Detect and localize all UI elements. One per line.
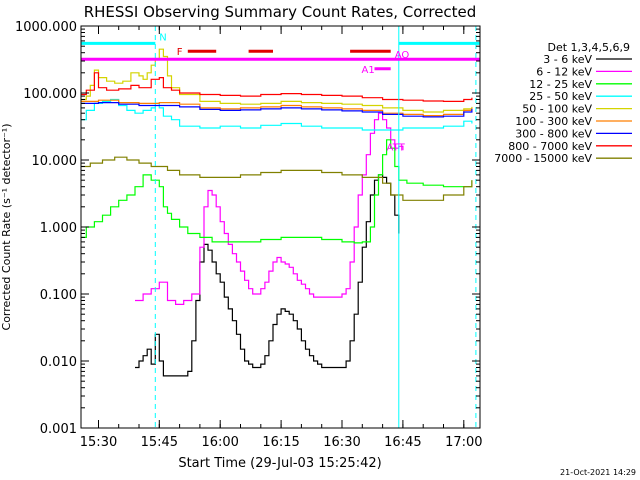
footer-date: 21-Oct-2021 14:29 — [560, 468, 636, 477]
legend-label-6-12-kev: 6 - 12 keV — [536, 65, 592, 78]
state-label-n: N — [159, 32, 166, 43]
legend-label-3-6-kev: 3 - 6 keV — [543, 53, 592, 66]
x-tick-label: 15:30 — [80, 435, 117, 450]
x-tick-label: 16:30 — [323, 435, 360, 450]
y-tick-label: 100.000 — [23, 87, 77, 102]
state-label-ao: AO — [395, 50, 410, 61]
series-line-12-25-kev — [81, 139, 473, 244]
state-bars: NF AO A1 ATT — [81, 32, 480, 153]
x-tick-label: 16:15 — [262, 435, 299, 450]
legend-label-800-7000-kev: 800 - 7000 keV — [508, 140, 592, 153]
legend-title: Det 1,3,4,5,6,9 — [547, 41, 630, 54]
x-tick-label: 15:45 — [141, 435, 178, 450]
series-line-3-6-kev — [135, 174, 400, 377]
y-axis-ticks: 0.001 0.010 0.100 1.000 10.000 100.000 1000.00… — [15, 20, 480, 437]
y-tick-label: 0.100 — [40, 288, 77, 303]
y-tick-label: 0.010 — [40, 355, 77, 370]
plot-frame — [80, 25, 481, 429]
legend-label-25-50-kev: 25 - 50 keV — [529, 90, 592, 103]
y-tick-label: 10.000 — [32, 154, 78, 169]
x-tick-label: 16:45 — [384, 435, 421, 450]
legend-label-300-800-kev: 300 - 800 keV — [515, 127, 592, 140]
state-label-a1: A1 — [362, 65, 375, 76]
legend-label-7000-15000-kev: 7000 - 15000 keV — [494, 152, 592, 165]
y-axis-label: Corrected Count Rate (s⁻¹ detector⁻¹) — [0, 124, 13, 331]
state-label-att: ATT — [387, 142, 406, 153]
series-line-7000-15000-kev — [81, 156, 473, 201]
series-line-800-7000-kev — [81, 72, 473, 102]
x-axis-ticks: 15:30 15:45 16:00 16:15 16:30 16:45 17:00 — [80, 26, 483, 450]
series-line-300-800-kev — [81, 102, 473, 118]
x-tick-label: 17:00 — [445, 435, 482, 450]
y-tick-label: 0.001 — [40, 422, 77, 437]
x-tick-label: 16:00 — [201, 435, 238, 450]
series-line-50-100-kev — [81, 48, 473, 113]
legend-label-12-25-kev: 12 - 25 keV — [529, 78, 592, 91]
legend-label-50-100-kev: 50 - 100 keV — [522, 103, 592, 116]
series-line-100-300-kev — [81, 99, 473, 117]
chart-title: RHESSI Observing Summary Count Rates, Co… — [84, 3, 477, 21]
x-axis-label: Start Time (29-Jul-03 15:25:42) — [178, 456, 381, 471]
legend-label-100-300-kev: 100 - 300 keV — [515, 115, 592, 128]
y-tick-label: 1000.000 — [15, 20, 77, 35]
y-tick-label: 1.000 — [40, 221, 77, 236]
vertical-marker-lines — [80, 26, 477, 428]
state-label-f: F — [177, 47, 183, 58]
series-line-6-12-kev — [135, 112, 404, 305]
series-lines — [81, 48, 473, 377]
